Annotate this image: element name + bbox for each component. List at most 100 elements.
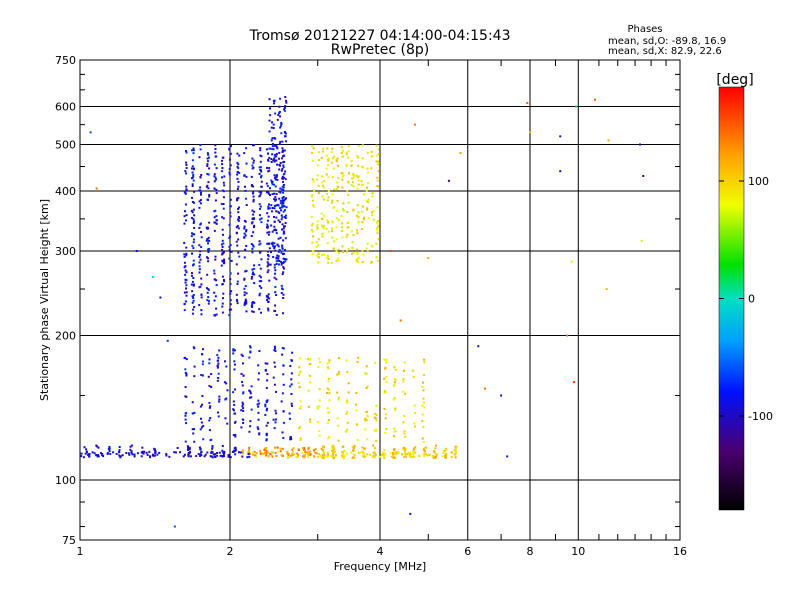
data-point [311, 144, 314, 147]
data-point [278, 168, 281, 171]
data-point [454, 450, 457, 453]
data-point [271, 193, 274, 196]
data-point [229, 205, 232, 208]
data-point [318, 405, 321, 408]
data-point [328, 361, 331, 364]
data-point [258, 285, 261, 288]
data-point [200, 309, 203, 312]
x-axis-label: Frequency [MHz] [334, 560, 426, 573]
data-point [265, 452, 268, 455]
data-point [192, 259, 195, 262]
data-point [185, 166, 188, 169]
data-point [193, 365, 196, 368]
y-tick-label: 75 [62, 534, 76, 547]
data-point [337, 396, 340, 399]
data-point [207, 236, 210, 239]
data-point [130, 444, 133, 447]
data-point [350, 164, 353, 167]
data-point [201, 374, 204, 377]
data-point [252, 161, 255, 164]
data-point [266, 362, 269, 365]
data-point [264, 368, 267, 371]
data-point [205, 287, 208, 290]
data-point [392, 449, 395, 452]
data-point [222, 251, 225, 254]
data-point [331, 199, 334, 202]
data-point [275, 210, 278, 213]
data-point [257, 428, 260, 431]
data-point [336, 157, 339, 160]
data-point [346, 211, 349, 214]
data-point [318, 357, 321, 360]
data-point [331, 227, 334, 230]
data-point [317, 158, 320, 161]
data-point [208, 193, 211, 196]
data-point [356, 361, 359, 364]
data-point [311, 178, 314, 181]
data-point [193, 233, 196, 236]
data-point [184, 172, 187, 175]
data-point [413, 412, 416, 415]
data-point [274, 178, 277, 181]
data-point [283, 172, 286, 175]
data-point [312, 147, 315, 150]
data-point [361, 157, 364, 160]
data-point [236, 198, 239, 201]
data-point [413, 456, 416, 459]
data-point [218, 398, 221, 401]
data-point [201, 403, 204, 406]
data-point [316, 220, 319, 223]
data-point [274, 421, 277, 424]
data-point [232, 391, 235, 394]
data-point [200, 191, 203, 194]
data-point [268, 231, 271, 234]
data-point [384, 359, 387, 362]
data-point [273, 137, 276, 140]
data-point [341, 175, 344, 178]
data-point [268, 130, 271, 133]
data-point [224, 398, 227, 401]
data-point [291, 448, 294, 451]
data-point [362, 451, 365, 454]
data-point [239, 451, 242, 454]
data-point [253, 267, 256, 270]
data-point [378, 455, 381, 458]
data-point [276, 146, 279, 149]
data-point [399, 319, 402, 322]
data-point [282, 154, 285, 157]
data-point [236, 171, 239, 174]
data-point [257, 372, 260, 375]
data-point [327, 411, 330, 414]
data-point [290, 372, 293, 375]
data-point [192, 208, 195, 211]
data-point [278, 249, 281, 252]
data-point [322, 180, 325, 183]
data-point [260, 276, 263, 279]
data-point [408, 454, 411, 457]
data-point [268, 247, 271, 250]
data-point [280, 400, 283, 403]
data-point [345, 401, 348, 404]
data-point [366, 181, 369, 184]
data-point [214, 155, 217, 158]
data-point [243, 174, 246, 177]
data-point [282, 436, 285, 439]
data-point [309, 418, 312, 421]
data-point [296, 455, 299, 458]
data-point [271, 121, 274, 124]
data-point [258, 203, 261, 206]
data-point [200, 421, 203, 424]
data-point [277, 219, 280, 222]
data-point [341, 172, 344, 175]
data-point [237, 227, 240, 230]
data-point [370, 261, 373, 264]
data-point [273, 266, 276, 269]
data-point [224, 417, 227, 420]
data-point [506, 455, 509, 458]
data-point [320, 253, 323, 256]
data-point [283, 149, 286, 152]
data-point [220, 202, 223, 205]
data-point [279, 126, 282, 129]
data-point [372, 210, 375, 213]
data-point [216, 451, 219, 454]
